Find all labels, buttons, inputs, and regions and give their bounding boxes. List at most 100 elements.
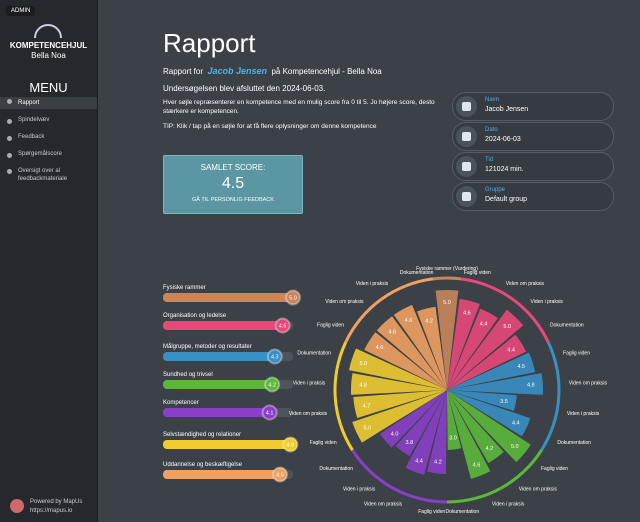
score-box: SAMLET SCORE: 4.5 GÅ TIL PERSONLIG FEEDB… [163,155,303,214]
wheel-wedge [405,390,447,475]
wedge-label: Viden om praksis [325,299,364,305]
wheel-wedge [349,348,447,390]
info-card: Tid 121024 min. [452,152,614,181]
wedge-value: 4.0 [391,431,399,437]
info-value: 121024 min. [485,166,524,173]
menu-label: Feedback [18,134,45,140]
wheel-wedge [393,304,447,390]
menu-item[interactable]: Rapport [0,97,97,109]
bar-label: Kompetencer [163,400,199,406]
bar-label: Organisation og ledelse [163,313,227,319]
wedge-value: 4.7 [363,403,371,409]
wedge-value: 5.0 [364,425,372,431]
menu-item[interactable]: Spørgemålscore [0,151,97,158]
admin-button[interactable]: ADMIN [6,6,36,16]
footer-logo [10,499,24,513]
wedge-label: Faglig viden [563,350,590,356]
wedge-value: 4.4 [512,420,520,426]
wedge-label: Viden i praksis [293,380,326,386]
wheel-wedge [447,390,517,411]
ring-arc [333,368,339,398]
info-value: Jacob Jensen [485,106,529,113]
info-label: Dato [485,127,498,133]
wedge-value: 4.2 [425,318,433,324]
wedge-value: 4.5 [517,364,525,370]
menu-label: Spørgemålscore [18,151,63,157]
ring-arc [500,470,525,490]
footer-url[interactable]: https://mapus.io [30,508,73,514]
bar-value: 4.6 [279,324,287,330]
ring-arc [333,396,342,426]
wedge-value: 4.6 [463,311,471,317]
ring-arc [540,424,555,451]
wedge-label: Viden i praksis [492,501,525,507]
info-card: Gruppe Default group [452,182,614,211]
menu-item[interactable]: Oversigt over al feedbackmateriale [0,167,97,183]
bar [163,321,283,330]
sidebar: ADMIN KOMPETENCEHJUL Bella Noa MENU Rapp… [0,0,98,522]
info-label: Navn [485,97,500,103]
description: Hver søjle repræsenterer en kompetence m… [163,99,435,115]
bar-value: 4.1 [266,411,274,417]
wheel-wedge [351,373,447,395]
wheel-wedge [435,290,459,390]
bar-knob [282,436,299,453]
wedge-value: 3.0 [449,436,457,442]
wedge-value: 4.6 [388,330,396,336]
wedge-value: 4.4 [415,459,423,465]
ring-arc [460,277,489,288]
ring-arc [339,424,354,451]
wedge-value: 4.4 [507,347,515,353]
ring-arc [418,497,448,504]
wheel-wedge [395,390,447,457]
wheel-wedge [447,373,543,395]
logo-icon [34,24,62,39]
intro-name: Jacob Jensen [207,66,268,76]
wheel-wedge [352,390,447,443]
wedge-label: Viden i praksis [531,299,564,305]
wedge-value: 3.5 [500,399,508,405]
menu-item[interactable]: Feedback [0,134,97,141]
bar-value: 4.2 [268,383,276,389]
menu-item[interactable]: Spindelvæv [0,117,97,124]
wedge-label: Faglig viden [464,270,491,276]
ring-arc [552,396,561,426]
bar-label: Sundhed og trivsel [163,372,213,378]
wedge-label: Viden om praksis [506,281,545,287]
bar-label: Selvstændighed og relationer [163,432,241,438]
wheel-wedge [379,390,447,448]
wheel-wedge [447,390,531,437]
wheel-wedge [427,390,447,474]
wheel-wedge [417,306,447,390]
bar [163,352,275,361]
ring-arc [532,317,550,343]
ring-arc [335,341,348,370]
bar [163,380,273,389]
wheel-wedge [447,298,480,390]
feedback-button[interactable]: GÅ TIL PERSONLIG FEEDBACK [192,197,274,203]
ring-arc [432,276,462,281]
wheel-wedge [353,390,447,418]
wedge-label: Dokumentation [400,270,434,276]
wedge-value: 4.2 [485,446,493,452]
wedge-label: Viden om praksis [289,411,328,417]
bar-knob [285,289,301,306]
wedge-label: Viden i praksis [567,411,600,417]
wedge-value: 5.0 [511,444,519,450]
wedge-label: Viden i praksis [356,281,389,287]
bar [163,408,270,417]
bar-knob [261,404,278,421]
bar-value: 4.9 [287,443,295,449]
wedge-label: Fysiske rammer (Vurdering) [416,266,478,272]
ring-arc [487,284,514,301]
wheel-wedge [447,309,524,390]
menu-title: MENU [29,80,68,95]
tip: TIP: Klik / tap på en søjle for at få fl… [163,123,377,130]
wedge-value: 5.0 [503,324,511,330]
ring-arc [522,449,543,473]
intro: Rapport for Jacob Jensen på Kompetencehj… [163,66,382,76]
menu-label: Rapport [18,100,40,106]
wedge-value: 5.0 [443,300,451,306]
info-value: 2024-06-03 [485,136,521,143]
